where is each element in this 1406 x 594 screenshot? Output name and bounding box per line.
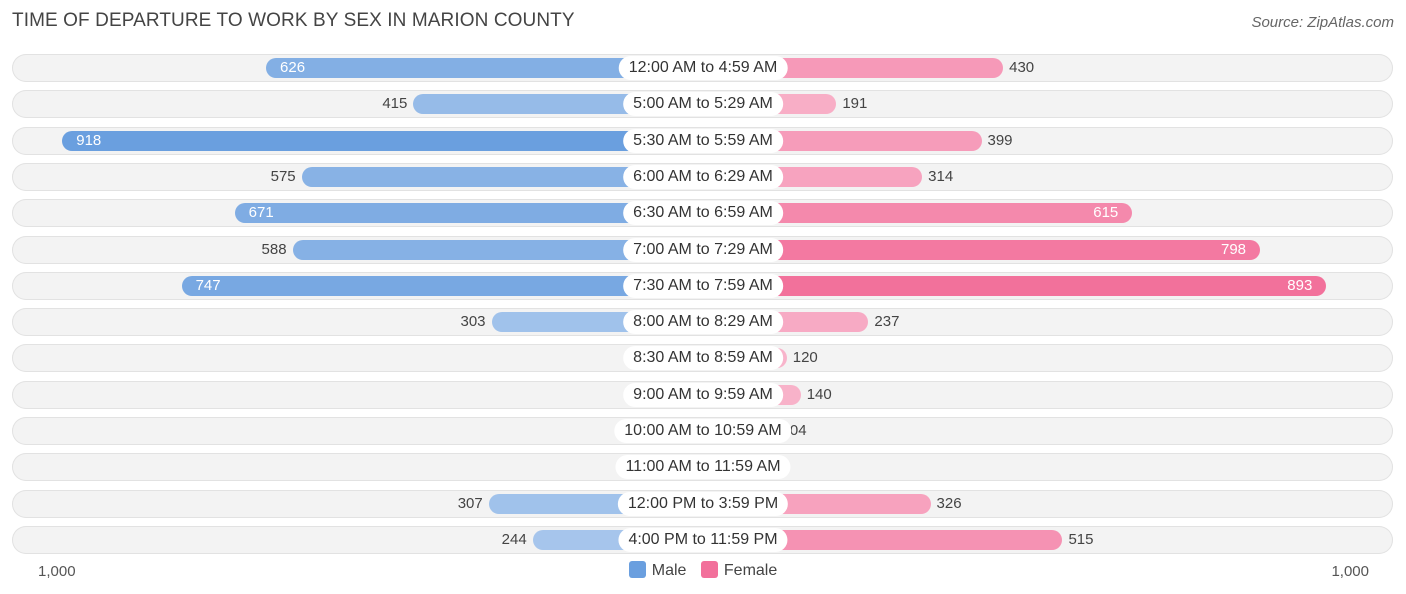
value-label-male: 747 bbox=[195, 277, 221, 294]
value-label-female: 515 bbox=[1068, 531, 1094, 548]
category-label: 5:30 AM to 5:59 AM bbox=[623, 129, 783, 153]
value-label-female: 314 bbox=[928, 168, 954, 185]
category-label: 7:30 AM to 7:59 AM bbox=[623, 274, 783, 298]
bar-female bbox=[703, 276, 1327, 296]
value-label-female: 430 bbox=[1009, 59, 1035, 76]
bar-male bbox=[292, 240, 703, 260]
bar-female bbox=[703, 240, 1260, 260]
value-label-female: 140 bbox=[806, 386, 832, 403]
value-label-male: 303 bbox=[460, 313, 486, 330]
legend-swatch-male bbox=[628, 561, 646, 578]
category-label: 6:30 AM to 6:59 AM bbox=[623, 201, 783, 225]
value-label-male: 307 bbox=[457, 495, 483, 512]
chart-title: TIME OF DEPARTURE TO WORK BY SEX IN MARI… bbox=[12, 10, 575, 31]
value-label-male: 415 bbox=[382, 95, 408, 112]
value-label-female: 399 bbox=[987, 132, 1013, 149]
bar-male bbox=[181, 276, 703, 296]
legend-label-female: Female bbox=[723, 562, 778, 579]
value-label-female: 120 bbox=[792, 349, 818, 366]
value-label-male: 575 bbox=[270, 168, 296, 185]
value-label-female: 326 bbox=[936, 495, 962, 512]
bar-female bbox=[703, 530, 1063, 550]
value-label-female: 798 bbox=[1220, 241, 1247, 258]
bar-female bbox=[703, 203, 1133, 223]
category-label: 4:00 PM to 11:59 PM bbox=[618, 528, 788, 552]
value-label-male: 588 bbox=[261, 241, 287, 258]
bar-male bbox=[266, 58, 703, 78]
category-label: 11:00 AM to 11:59 AM bbox=[615, 455, 791, 479]
category-label: 5:00 AM to 5:29 AM bbox=[623, 92, 783, 116]
legend: Male Female bbox=[0, 561, 1406, 580]
value-label-male: 671 bbox=[248, 204, 274, 221]
bar-male bbox=[62, 131, 703, 151]
value-label-female: 893 bbox=[1287, 277, 1313, 294]
axis-label-left: 1,000 bbox=[38, 563, 76, 580]
category-label: 10:00 AM to 10:59 AM bbox=[614, 419, 792, 443]
value-label-male: 244 bbox=[501, 531, 527, 548]
bar-male bbox=[301, 167, 703, 187]
legend-item-male: Male bbox=[628, 561, 687, 580]
value-label-male: 626 bbox=[280, 59, 306, 76]
category-label: 8:30 AM to 8:59 AM bbox=[623, 346, 783, 370]
category-label: 7:00 AM to 7:29 AM bbox=[623, 238, 783, 262]
category-label: 8:00 AM to 8:29 AM bbox=[623, 310, 783, 334]
chart-plot-area: 626 430 12:00 AM to 4:59 AM 415 191 5:00 AM t… bbox=[12, 54, 1393, 554]
category-label: 12:00 PM to 3:59 PM bbox=[617, 492, 789, 516]
bar-male bbox=[234, 203, 703, 223]
category-label: 6:00 AM to 6:29 AM bbox=[623, 165, 783, 189]
value-label-female: 615 bbox=[1093, 204, 1119, 221]
value-label-female: 237 bbox=[874, 313, 900, 330]
category-label: 9:00 AM to 9:59 AM bbox=[623, 383, 783, 407]
value-label-male: 918 bbox=[76, 132, 102, 149]
legend-label-male: Male bbox=[651, 562, 687, 579]
legend-swatch-female bbox=[700, 561, 718, 578]
source-label: Source: ZipAtlas.com bbox=[1251, 14, 1394, 31]
axis-label-right: 1,000 bbox=[1331, 563, 1369, 580]
category-label: 12:00 AM to 4:59 AM bbox=[618, 56, 788, 80]
legend-item-female: Female bbox=[700, 561, 778, 580]
value-label-female: 191 bbox=[842, 95, 868, 112]
